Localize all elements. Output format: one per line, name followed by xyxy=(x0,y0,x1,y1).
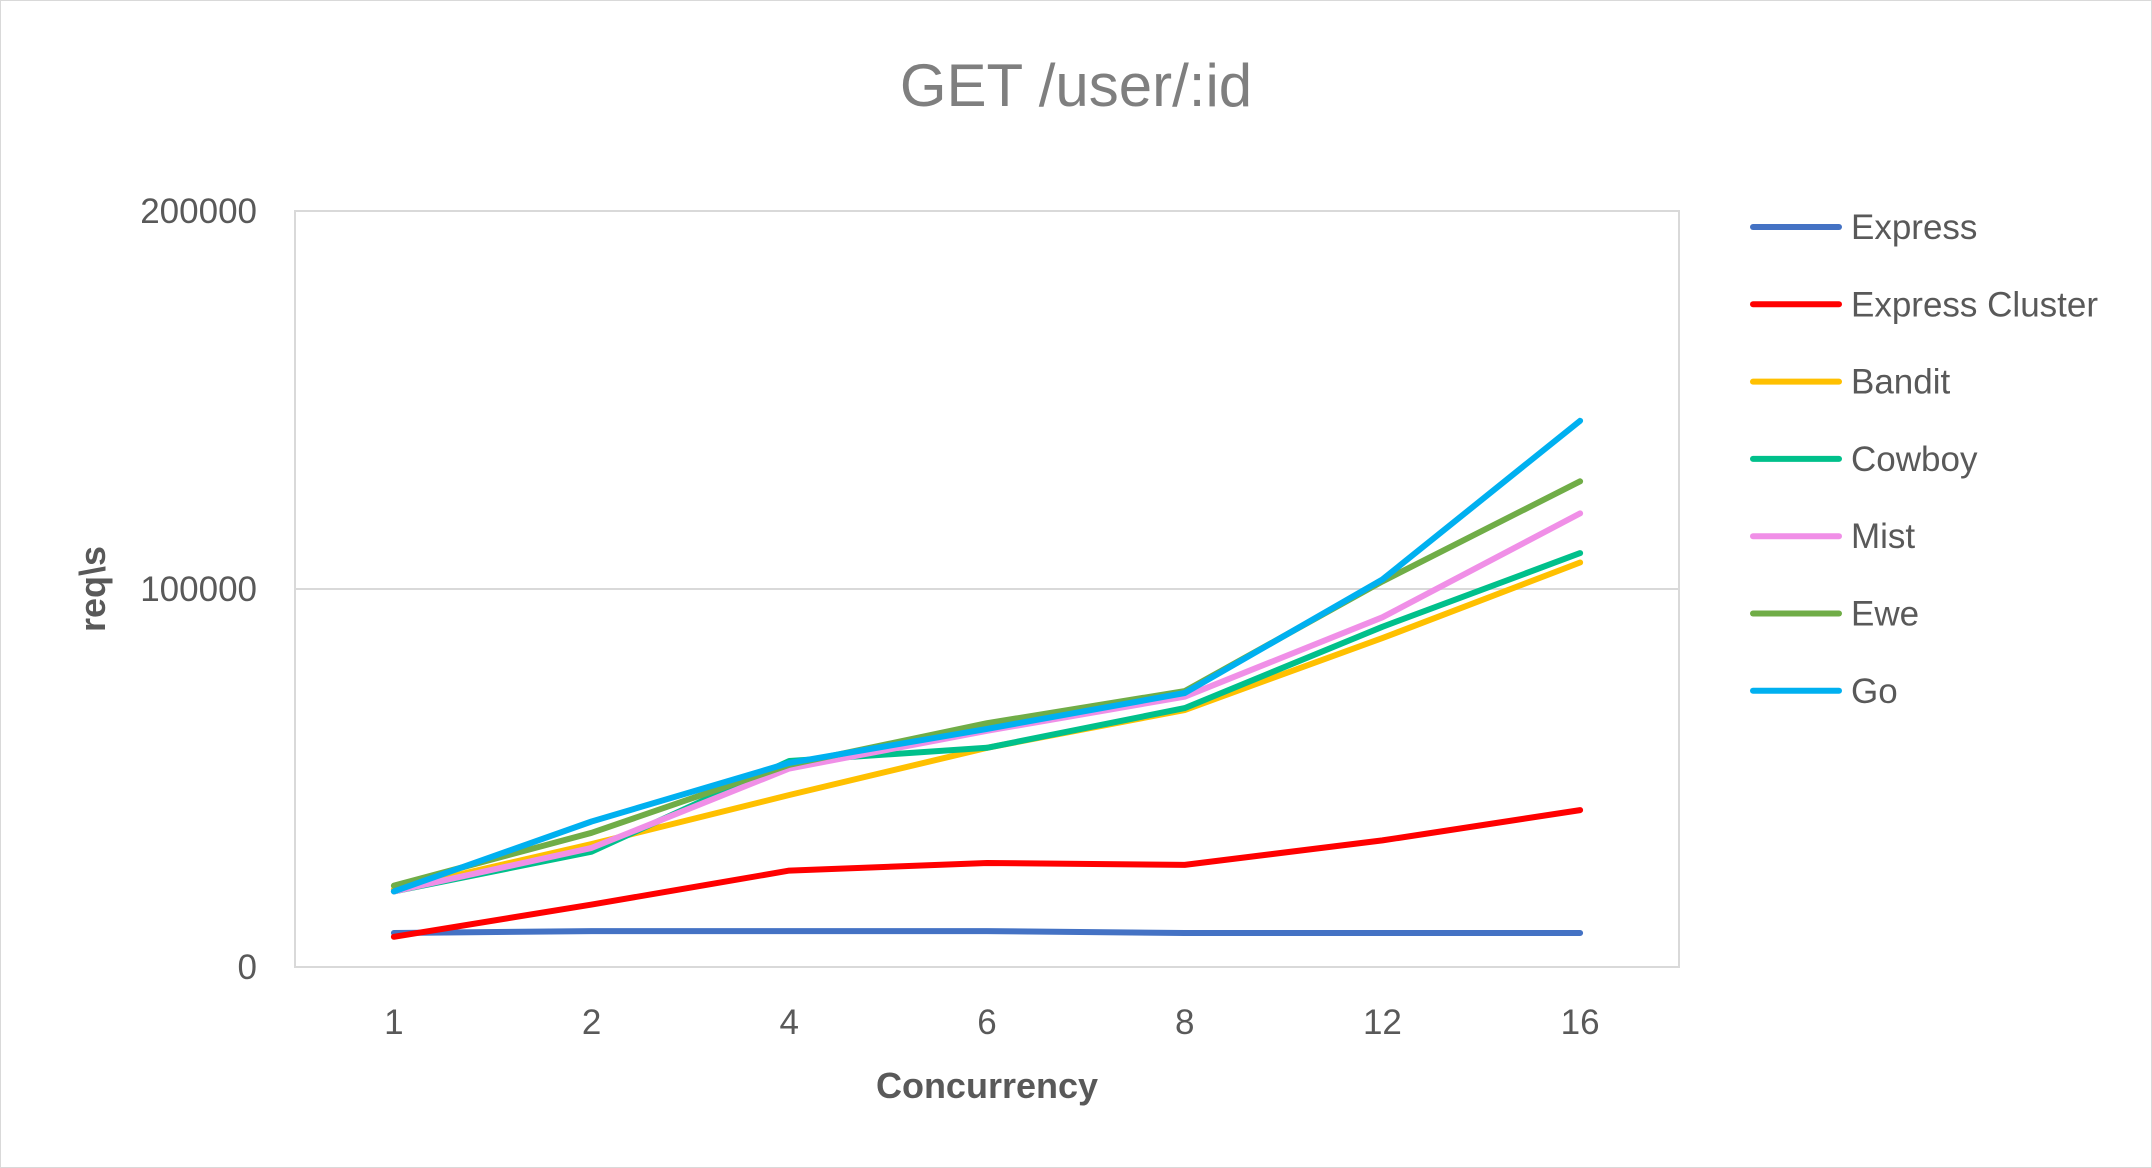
legend-item: Cowboy xyxy=(1750,440,1978,479)
y-axis-ticks: 0 100000 200000 xyxy=(140,192,257,987)
legend-item: Express Cluster xyxy=(1750,285,2098,324)
x-tick-label: 4 xyxy=(780,1003,799,1042)
series-line-ewe xyxy=(390,478,1584,889)
y-tick-label: 0 xyxy=(238,948,257,987)
legend-label: Express xyxy=(1851,208,1977,247)
x-axis-title: Concurrency xyxy=(876,1065,1098,1106)
gridlines xyxy=(295,588,1679,968)
y-tick-label: 200000 xyxy=(140,192,257,231)
legend: Express Express Cluster Bandit Cowboy Mist Ew… xyxy=(1750,208,2098,711)
x-tick-label: 8 xyxy=(1175,1003,1194,1042)
series-line-go xyxy=(390,417,1584,895)
legend-label: Cowboy xyxy=(1851,440,1978,479)
legend-item: Bandit xyxy=(1750,363,1951,402)
legend-item: Express xyxy=(1750,208,1977,247)
y-tick-label: 100000 xyxy=(140,570,257,609)
series-line-cowboy xyxy=(390,550,1584,895)
legend-label: Express Cluster xyxy=(1851,285,2098,324)
series-line-express-cluster xyxy=(390,807,1584,940)
legend-label: Ewe xyxy=(1851,595,1919,634)
y-axis-title: req\s xyxy=(72,546,113,632)
series-lines xyxy=(390,417,1584,940)
x-tick-label: 12 xyxy=(1363,1003,1402,1042)
legend-label: Go xyxy=(1851,672,1898,711)
legend-item: Mist xyxy=(1750,517,1915,556)
legend-item: Go xyxy=(1750,672,1898,711)
series-line-express xyxy=(390,928,1584,936)
chart-title: GET /user/:id xyxy=(900,52,1252,119)
x-axis-ticks: 1 2 4 6 8 12 16 xyxy=(384,1003,1599,1042)
x-tick-label: 2 xyxy=(582,1003,601,1042)
legend-item: Ewe xyxy=(1750,595,1919,634)
x-tick-label: 1 xyxy=(384,1003,403,1042)
x-tick-label: 16 xyxy=(1561,1003,1600,1042)
x-tick-label: 6 xyxy=(977,1003,996,1042)
legend-label: Bandit xyxy=(1851,363,1951,402)
legend-label: Mist xyxy=(1851,517,1915,556)
